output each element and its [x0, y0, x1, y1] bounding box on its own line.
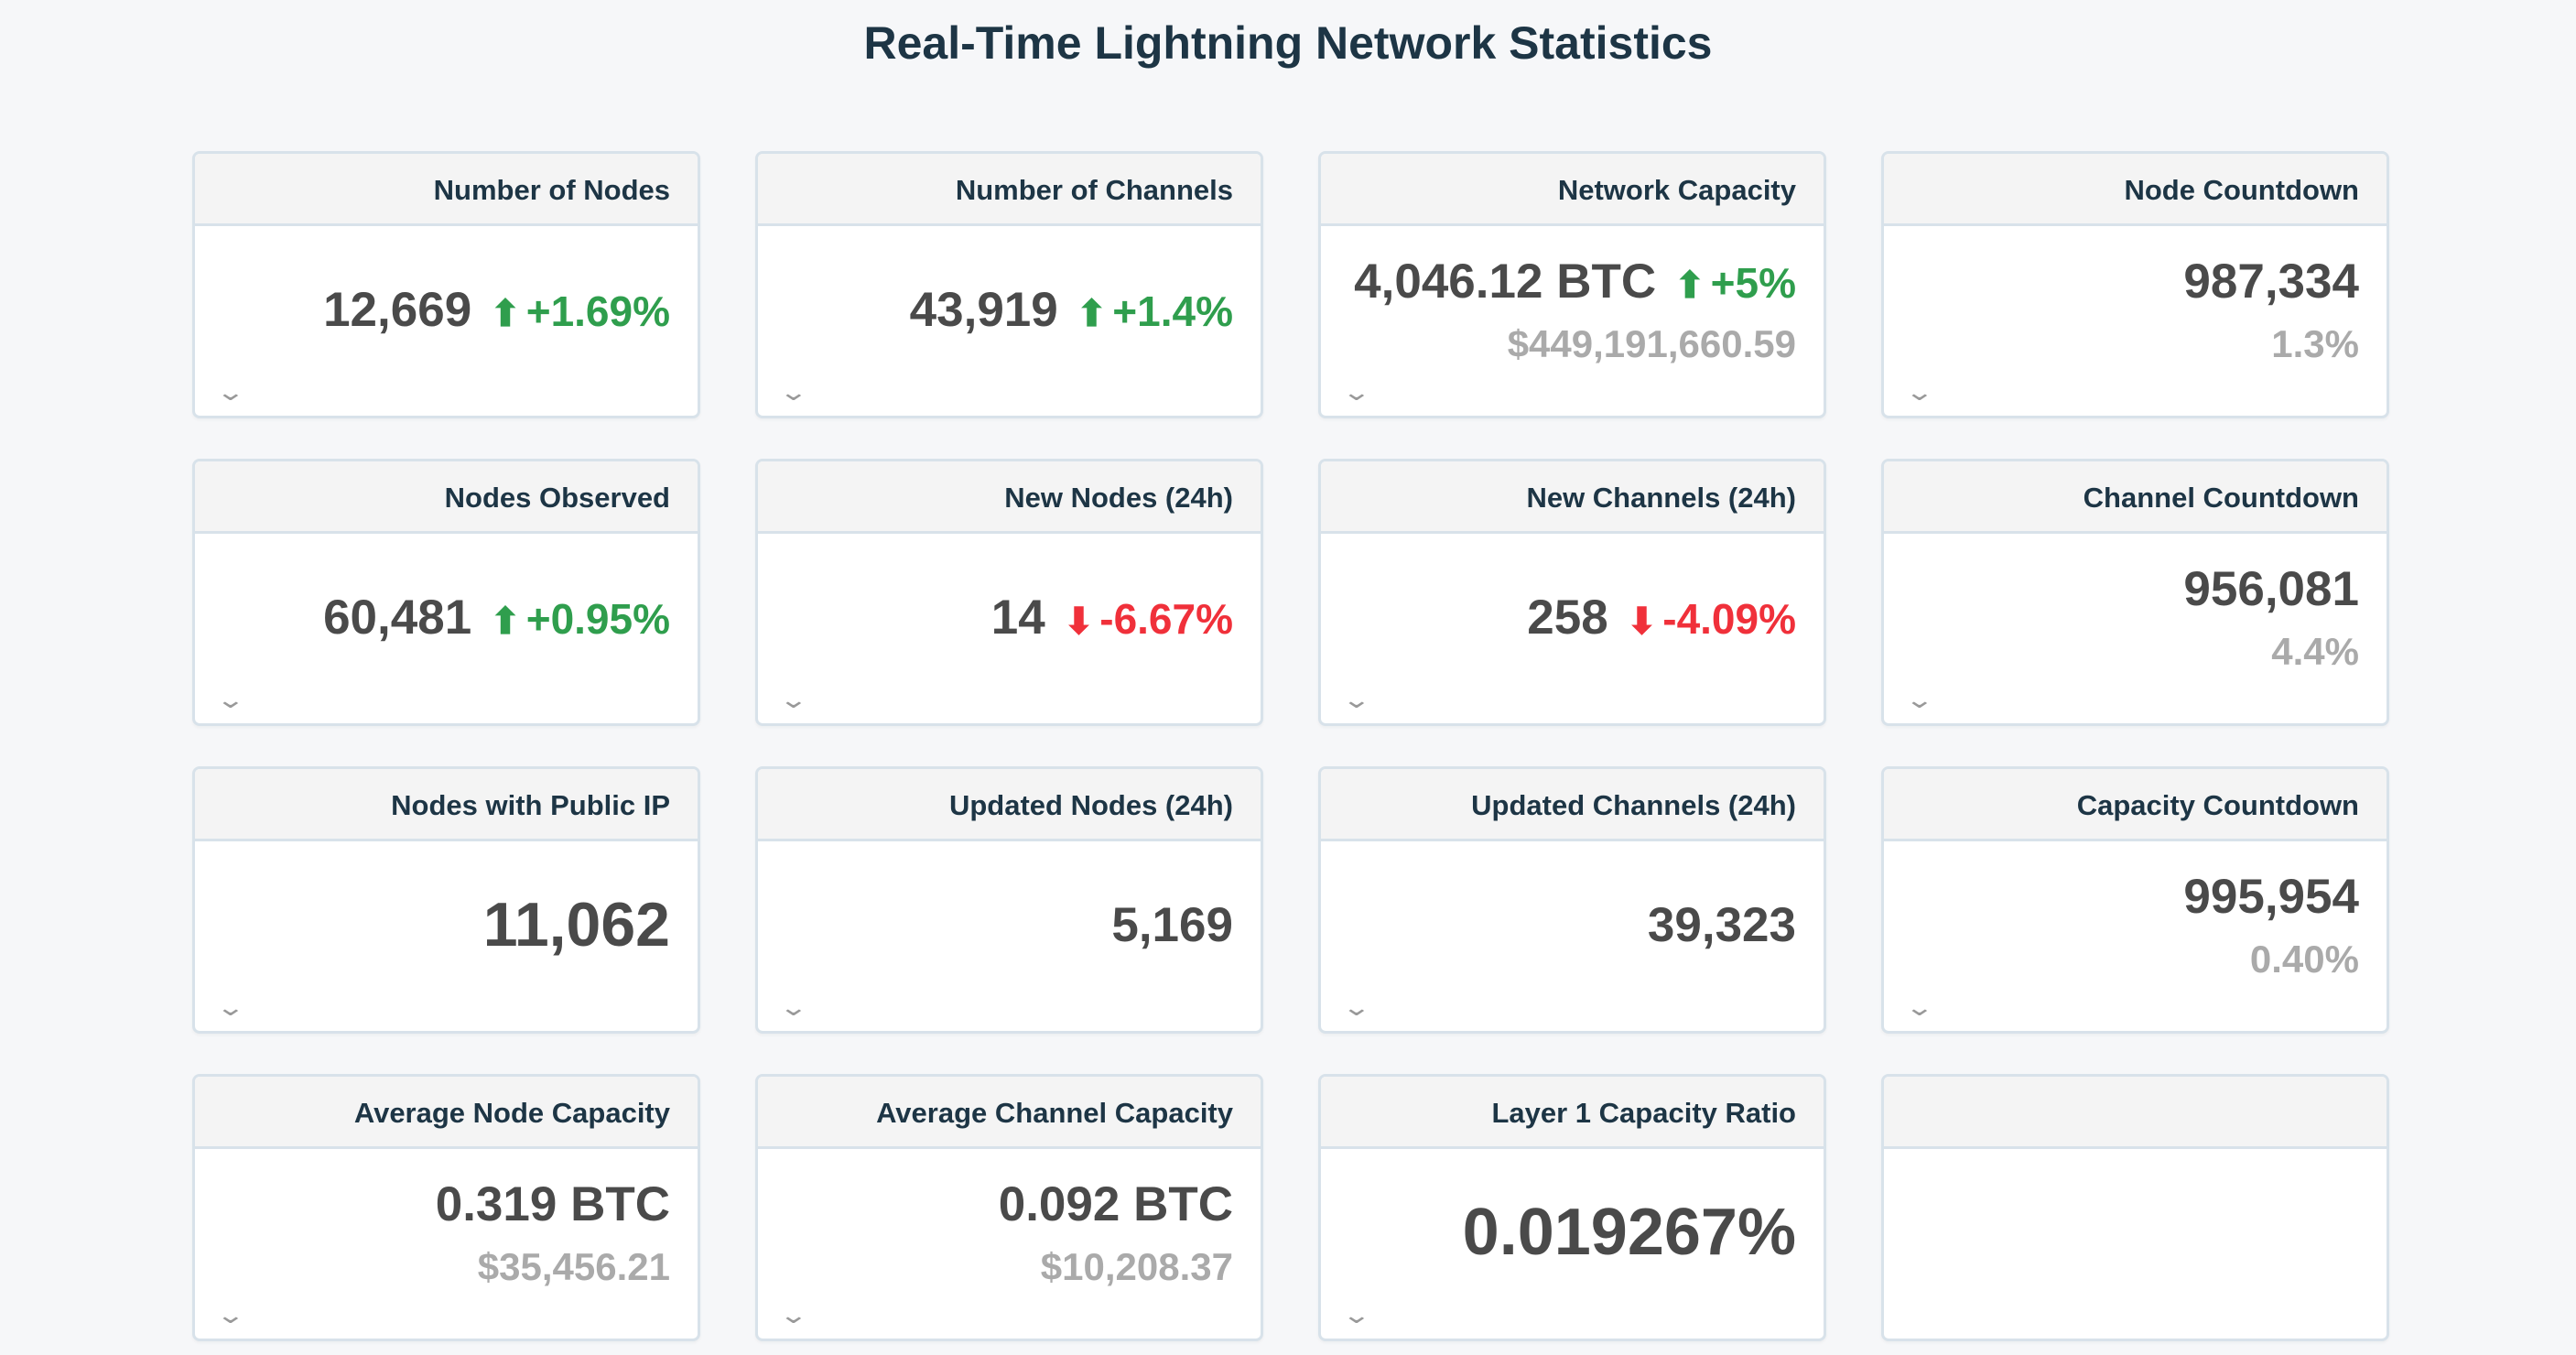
stat-card-title: Network Capacity — [1321, 154, 1824, 226]
change-indicator: ⬆ +5% — [1674, 258, 1796, 308]
chevron-down-icon[interactable]: ⌄ — [215, 1301, 246, 1328]
stat-card-title: New Channels (24h) — [1321, 461, 1824, 534]
stat-secondary: $10,208.37 — [1040, 1244, 1233, 1288]
chevron-down-icon[interactable]: ⌄ — [215, 686, 246, 713]
stat-card-title: Capacity Countdown — [1884, 769, 2387, 841]
stat-card: Nodes with Public IP 11,062 ⌄ — [192, 766, 700, 1034]
chevron-down-icon[interactable]: ⌄ — [1341, 686, 1372, 713]
stat-card-title: Channel Countdown — [1884, 461, 2387, 534]
stat-card: Updated Channels (24h) 39,323 ⌄ — [1318, 766, 1826, 1034]
chevron-down-icon[interactable]: ⌄ — [1904, 993, 1935, 1021]
stat-secondary: $449,191,660.59 — [1507, 321, 1796, 365]
change-value: -4.09% — [1662, 594, 1796, 643]
stats-grid: Number of Nodes 12,669 ⬆ +1.69% ⌄ Number of C… — [192, 151, 2389, 1341]
chevron-down-icon[interactable]: ⌄ — [1341, 993, 1372, 1021]
stat-value: 43,919 — [909, 282, 1058, 337]
stat-value: 5,169 — [1111, 897, 1233, 952]
chevron-down-icon[interactable]: ⌄ — [215, 993, 246, 1021]
stat-value: 11,062 — [482, 890, 670, 959]
stat-value: 39,323 — [1647, 897, 1796, 952]
stat-card: Channel Countdown 956,081 4.4% ⌄ — [1881, 459, 2389, 726]
stat-value: 12,669 — [323, 282, 472, 337]
stat-secondary: 4.4% — [2271, 629, 2359, 673]
stat-value: 258 — [1527, 590, 1608, 645]
stat-value: 14 — [990, 590, 1045, 645]
change-indicator: ⬇ -4.09% — [1627, 594, 1796, 644]
chevron-down-icon[interactable]: ⌄ — [778, 993, 809, 1021]
arrow-up-icon: ⬆ — [1674, 265, 1705, 306]
stat-card-title: Nodes with Public IP — [195, 769, 698, 841]
stat-card: Number of Channels 43,919 ⬆ +1.4% ⌄ — [755, 151, 1263, 418]
change-value: +5% — [1710, 258, 1796, 307]
stat-card-title: Number of Nodes — [195, 154, 698, 226]
stat-value: 60,481 — [323, 590, 472, 645]
change-value: +1.69% — [525, 287, 670, 335]
stat-card: Network Capacity 4,046.12 BTC ⬆ +5% $449,191… — [1318, 151, 1826, 418]
stat-card: New Channels (24h) 258 ⬇ -4.09% ⌄ — [1318, 459, 1826, 726]
stat-secondary: 1.3% — [2271, 321, 2359, 365]
stat-card-title — [1884, 1077, 2387, 1149]
stat-card: Updated Nodes (24h) 5,169 ⌄ — [755, 766, 1263, 1034]
stat-card: Layer 1 Capacity Ratio 0.019267% ⌄ — [1318, 1074, 1826, 1341]
stat-card-title: Average Channel Capacity — [758, 1077, 1261, 1149]
stat-secondary: 0.40% — [2249, 937, 2359, 981]
stat-card-title: Node Countdown — [1884, 154, 2387, 226]
stat-card-title: Updated Nodes (24h) — [758, 769, 1261, 841]
chevron-down-icon[interactable]: ⌄ — [778, 686, 809, 713]
stat-card: Node Countdown 987,334 1.3% ⌄ — [1881, 151, 2389, 418]
arrow-down-icon: ⬇ — [1063, 601, 1095, 642]
stat-value: 0.319 BTC — [435, 1176, 670, 1231]
stat-card: Capacity Countdown 995,954 0.40% ⌄ — [1881, 766, 2389, 1034]
stat-card: New Nodes (24h) 14 ⬇ -6.67% ⌄ — [755, 459, 1263, 726]
stat-secondary: $35,456.21 — [477, 1244, 670, 1288]
stat-card-title: Layer 1 Capacity Ratio — [1321, 1077, 1824, 1149]
stat-card-title: Number of Channels — [758, 154, 1261, 226]
chevron-down-icon[interactable]: ⌄ — [778, 378, 809, 406]
change-indicator: ⬇ -6.67% — [1064, 594, 1233, 644]
change-value: +0.95% — [525, 594, 670, 643]
stat-card-title: Updated Channels (24h) — [1321, 769, 1824, 841]
stat-card-title: Average Node Capacity — [195, 1077, 698, 1149]
arrow-up-icon: ⬆ — [490, 293, 521, 334]
chevron-down-icon[interactable]: ⌄ — [1904, 378, 1935, 406]
stat-value: 987,334 — [2183, 254, 2359, 309]
stat-card: Number of Nodes 12,669 ⬆ +1.69% ⌄ — [192, 151, 700, 418]
stat-card-title: New Nodes (24h) — [758, 461, 1261, 534]
stat-card-title: Nodes Observed — [195, 461, 698, 534]
chevron-down-icon[interactable]: ⌄ — [1341, 1301, 1372, 1328]
stat-card: Average Node Capacity 0.319 BTC $35,456.21… — [192, 1074, 700, 1341]
change-value: -6.67% — [1099, 594, 1233, 643]
chevron-down-icon[interactable]: ⌄ — [778, 1301, 809, 1328]
arrow-up-icon: ⬆ — [490, 601, 521, 642]
stat-card: Average Channel Capacity 0.092 BTC $10,208… — [755, 1074, 1263, 1341]
change-indicator: ⬆ +1.4% — [1077, 287, 1233, 336]
stat-value: 0.019267% — [1462, 1196, 1796, 1269]
change-indicator: ⬆ +1.69% — [490, 287, 670, 336]
stat-value: 4,046.12 BTC — [1354, 254, 1657, 309]
chevron-down-icon[interactable]: ⌄ — [1341, 378, 1372, 406]
change-indicator: ⬆ +0.95% — [490, 594, 670, 644]
stat-value: 0.092 BTC — [998, 1176, 1233, 1231]
chevron-down-icon[interactable]: ⌄ — [1904, 686, 1935, 713]
arrow-down-icon: ⬇ — [1626, 601, 1658, 642]
stat-card — [1881, 1074, 2389, 1341]
chevron-down-icon[interactable]: ⌄ — [215, 378, 246, 406]
arrow-up-icon: ⬆ — [1076, 293, 1108, 334]
stat-card: Nodes Observed 60,481 ⬆ +0.95% ⌄ — [192, 459, 700, 726]
page-title: Real-Time Lightning Network Statistics — [863, 17, 1713, 69]
stat-value: 956,081 — [2183, 561, 2359, 616]
change-value: +1.4% — [1112, 287, 1233, 335]
stat-value: 995,954 — [2183, 869, 2359, 924]
